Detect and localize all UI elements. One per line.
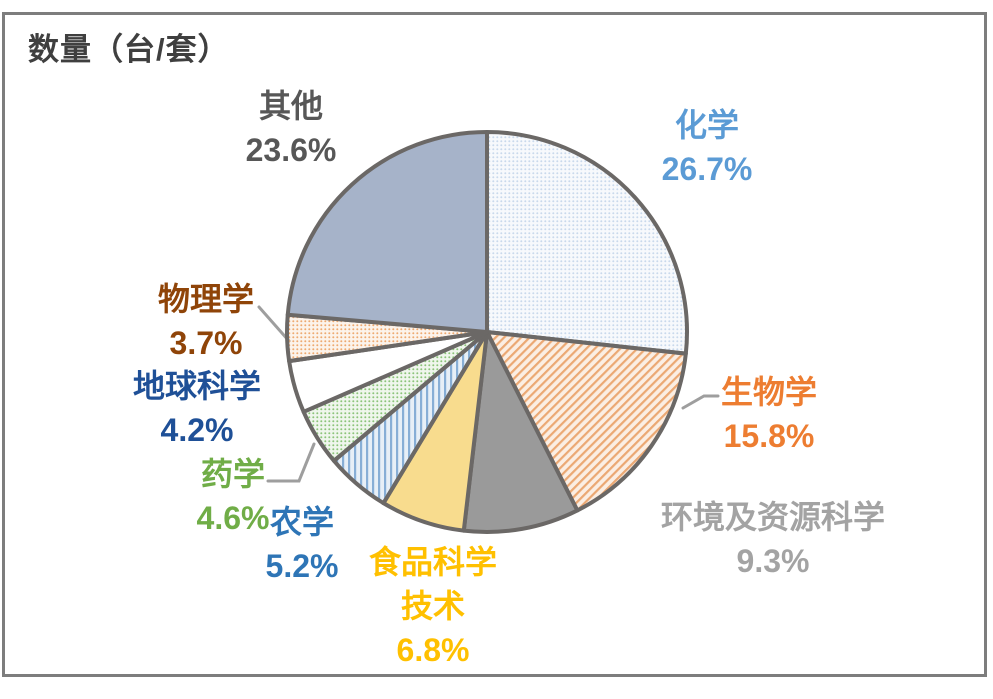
pie-label-agronomy: 农学 5.2% [266, 500, 339, 588]
pie-label-other: 其他 23.6% [246, 84, 337, 172]
pie-label-text: 生物学 [720, 374, 818, 410]
pie-label-environment-resource-science: 环境及资源科学 9.3% [661, 495, 885, 583]
pie-label-physics: 物理学 3.7% [158, 277, 254, 365]
pie-label-text: 技术 [400, 588, 466, 624]
leader-line-pharmacy [266, 442, 316, 483]
pie-label-chemistry: 化学 26.7% [662, 103, 753, 191]
pie-label-pharmacy: 药学 4.6% [197, 452, 270, 540]
pie-label-percent: 4.6% [196, 500, 270, 536]
pie-slice-chemistry [485, 130, 689, 356]
leader-line-physics [257, 305, 291, 343]
leader-lines [257, 305, 720, 483]
chart-frame-border [2, 12, 987, 677]
pie-label-earth-science: 地球科学 4.2% [133, 364, 261, 452]
pie-slice-environment-resource-science [461, 330, 580, 535]
pie-label-text: 环境及资源科学 [660, 499, 886, 535]
chart-title: 数量（台/套） [28, 32, 230, 67]
pie-label-text: 其他 [258, 88, 324, 124]
pie-label-percent: 5.2% [265, 548, 339, 584]
pie-label-percent: 4.2% [160, 412, 234, 448]
pie-slices [285, 130, 689, 535]
pie-label-percent: 3.7% [169, 325, 243, 361]
pie-slice-biology [485, 330, 688, 513]
pie-label-percent: 23.6% [245, 132, 337, 168]
pie-label-percent: 6.8% [396, 632, 470, 668]
pie-label-text: 物理学 [157, 281, 255, 317]
pie-slice-other [285, 130, 489, 334]
pie-label-percent: 26.7% [661, 151, 753, 187]
pie-label-percent: 15.8% [723, 418, 815, 454]
pie-label-food-science-technology: 食品科学技术 6.8% [369, 540, 497, 672]
pie-label-text: 农学 [269, 504, 334, 540]
pie-label-percent: 9.3% [736, 543, 810, 579]
pie-label-biology: 生物学 15.8% [721, 370, 817, 458]
pie-label-text: 地球科学 [132, 368, 262, 404]
leader-line-biology [681, 394, 720, 410]
pie-label-text: 化学 [674, 107, 740, 143]
pie-label-text: 食品科学 [368, 544, 498, 580]
pie-label-text: 药学 [200, 456, 265, 492]
